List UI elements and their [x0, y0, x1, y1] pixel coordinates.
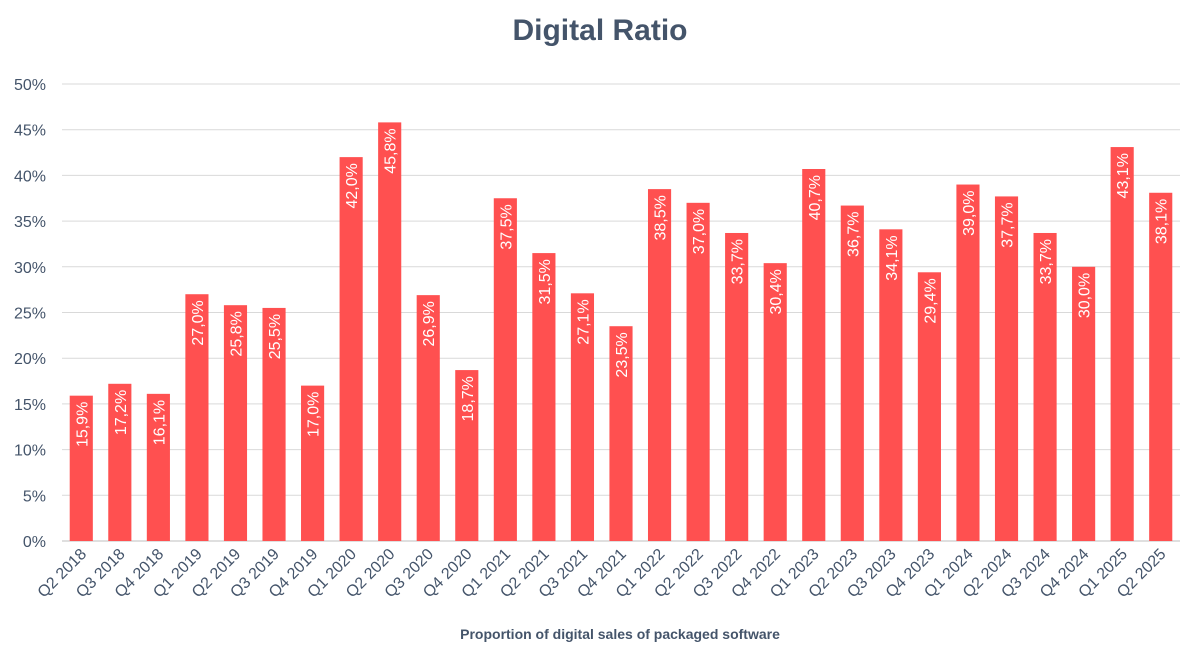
bar [1033, 232, 1057, 541]
data-label: 26,9% [421, 301, 438, 346]
bar [956, 184, 980, 542]
y-tick-label: 35% [14, 214, 46, 231]
y-tick-label: 10% [14, 443, 46, 460]
data-label: 27,0% [190, 300, 207, 345]
bar [1149, 192, 1173, 542]
bar [879, 229, 903, 542]
data-label: 25,5% [267, 314, 284, 359]
data-label: 45,8% [383, 128, 400, 173]
y-axis-ticks: 0% 5% 10% 15% 20% 25% 30% 35% 40% 45% 50% [14, 77, 46, 551]
data-label: 27,1% [575, 299, 592, 344]
bar [378, 122, 402, 541]
bar [223, 305, 248, 541]
y-tick-label: 25% [14, 306, 46, 323]
bar [802, 169, 826, 541]
data-label: 31,5% [537, 259, 554, 304]
bar [725, 232, 749, 541]
data-label: 33,7% [1038, 239, 1055, 284]
data-label: 43,1% [1115, 153, 1132, 198]
bar [917, 272, 941, 541]
data-label: 42,0% [344, 163, 361, 208]
data-label: 15,9% [74, 402, 91, 447]
bar [1072, 266, 1096, 541]
chart-title: Digital Ratio [512, 14, 688, 47]
bar [647, 189, 672, 542]
bar [1110, 147, 1134, 542]
bar [493, 198, 517, 541]
bar [69, 395, 93, 541]
y-tick-label: 40% [14, 168, 46, 185]
data-label: 17,0% [306, 392, 323, 437]
data-label: 40,7% [807, 175, 824, 220]
bar [185, 294, 209, 541]
data-label: 39,0% [961, 191, 978, 236]
bars [69, 122, 1173, 542]
y-tick-label: 5% [23, 488, 46, 505]
y-tick-label: 0% [23, 534, 46, 551]
y-tick-label: 45% [14, 123, 46, 140]
bar [570, 293, 595, 541]
data-label: 30,4% [768, 269, 785, 314]
bar [339, 157, 363, 541]
data-label: 38,1% [1154, 199, 1171, 244]
x-axis-title: Proportion of digital sales of packaged … [460, 626, 780, 642]
data-label: 37,7% [1000, 202, 1017, 247]
data-label: 18,7% [460, 376, 477, 421]
data-label: 36,7% [845, 212, 862, 257]
bar [146, 393, 170, 541]
bar [840, 205, 864, 541]
data-label: 23,5% [614, 332, 631, 377]
y-tick-label: 50% [14, 77, 46, 94]
bar [455, 370, 479, 541]
bar [994, 196, 1019, 541]
bar [532, 253, 556, 541]
y-tick-label: 15% [14, 397, 46, 414]
bar [609, 326, 633, 541]
data-label: 38,5% [653, 195, 670, 240]
data-label: 37,0% [691, 209, 708, 254]
data-label: 37,5% [498, 204, 515, 249]
bar [416, 295, 440, 541]
data-label: 16,1% [151, 400, 168, 445]
data-label: 33,7% [730, 239, 747, 284]
bar [763, 263, 787, 541]
data-labels: 15,9% 17,2% 16,1% 27,0% 25,8% 25,5% 17,0% 42,0%… [74, 128, 1170, 447]
y-tick-label: 30% [14, 260, 46, 277]
data-label: 17,2% [113, 390, 130, 435]
y-tick-label: 20% [14, 351, 46, 368]
bar [108, 383, 132, 541]
data-label: 25,8% [228, 311, 245, 356]
data-label: 34,1% [884, 235, 901, 280]
bar [262, 307, 286, 541]
data-label: 29,4% [922, 278, 939, 323]
bar [301, 385, 325, 541]
bar [686, 202, 710, 541]
data-label: 30,0% [1077, 273, 1094, 318]
